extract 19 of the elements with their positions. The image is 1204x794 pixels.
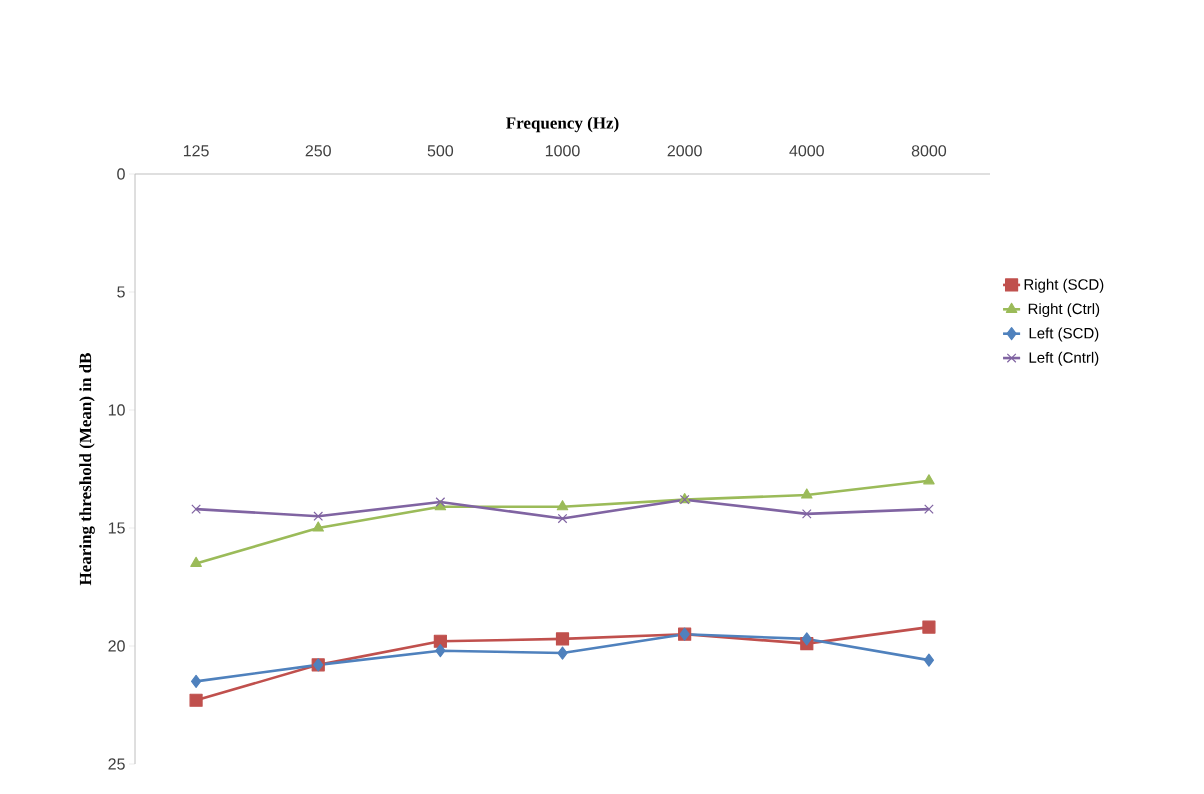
- x-tick-label: 125: [183, 145, 209, 157]
- y-axis-title: Hearing threshold (Mean) in dB: [79, 352, 95, 586]
- y-tick-label: 15: [108, 522, 125, 534]
- legend-label: Left (Cntrl): [1029, 351, 1099, 366]
- y-tick-label: 0: [117, 168, 125, 180]
- x-axis-title: Frequency (Hz): [506, 116, 619, 133]
- x-tick-label: 8000: [911, 145, 947, 157]
- y-tick-label: 20: [108, 640, 125, 652]
- x-tick-label: 1000: [545, 145, 580, 157]
- y-tick-label: 5: [117, 286, 125, 298]
- y-tick-label: 25: [108, 758, 125, 770]
- x-tick-label: 2000: [667, 145, 702, 157]
- x-tick-label: 250: [305, 145, 331, 157]
- x-tick-label: 500: [427, 145, 454, 157]
- legend-label: Right (Ctrl): [1028, 303, 1100, 318]
- legend-label: Left (SCD): [1029, 327, 1099, 342]
- y-tick-label: 10: [108, 404, 125, 416]
- legend-label: Right (SCD): [1024, 278, 1104, 293]
- x-tick-label: 4000: [789, 145, 824, 157]
